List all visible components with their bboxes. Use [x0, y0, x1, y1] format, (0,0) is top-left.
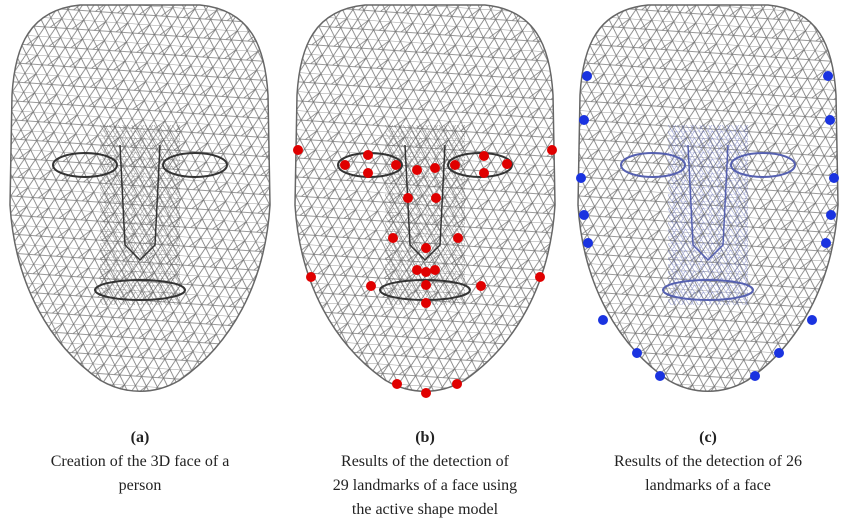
caption-line: Creation of the 3D face of a	[0, 450, 280, 474]
panel-label: (c)	[568, 426, 848, 450]
face-mesh-a	[10, 5, 270, 391]
caption-line: the active shape model	[285, 498, 565, 522]
caption-c: (c) Results of the detection of 26 landm…	[568, 426, 848, 498]
face-mesh-c	[578, 5, 838, 391]
face-mesh-b	[295, 5, 555, 391]
caption-line: landmarks of a face	[568, 474, 848, 498]
panel-label: (a)	[0, 426, 280, 450]
panel-label: (b)	[285, 426, 565, 450]
caption-b: (b) Results of the detection of 29 landm…	[285, 426, 565, 522]
caption-line: Results of the detection of 26	[568, 450, 848, 474]
caption-line: 29 landmarks of a face using	[285, 474, 565, 498]
face-images	[0, 0, 850, 410]
caption-line: Results of the detection of	[285, 450, 565, 474]
caption-line: person	[0, 474, 280, 498]
figure: (a) Creation of the 3D face of a person …	[0, 0, 850, 522]
caption-a: (a) Creation of the 3D face of a person	[0, 426, 280, 498]
